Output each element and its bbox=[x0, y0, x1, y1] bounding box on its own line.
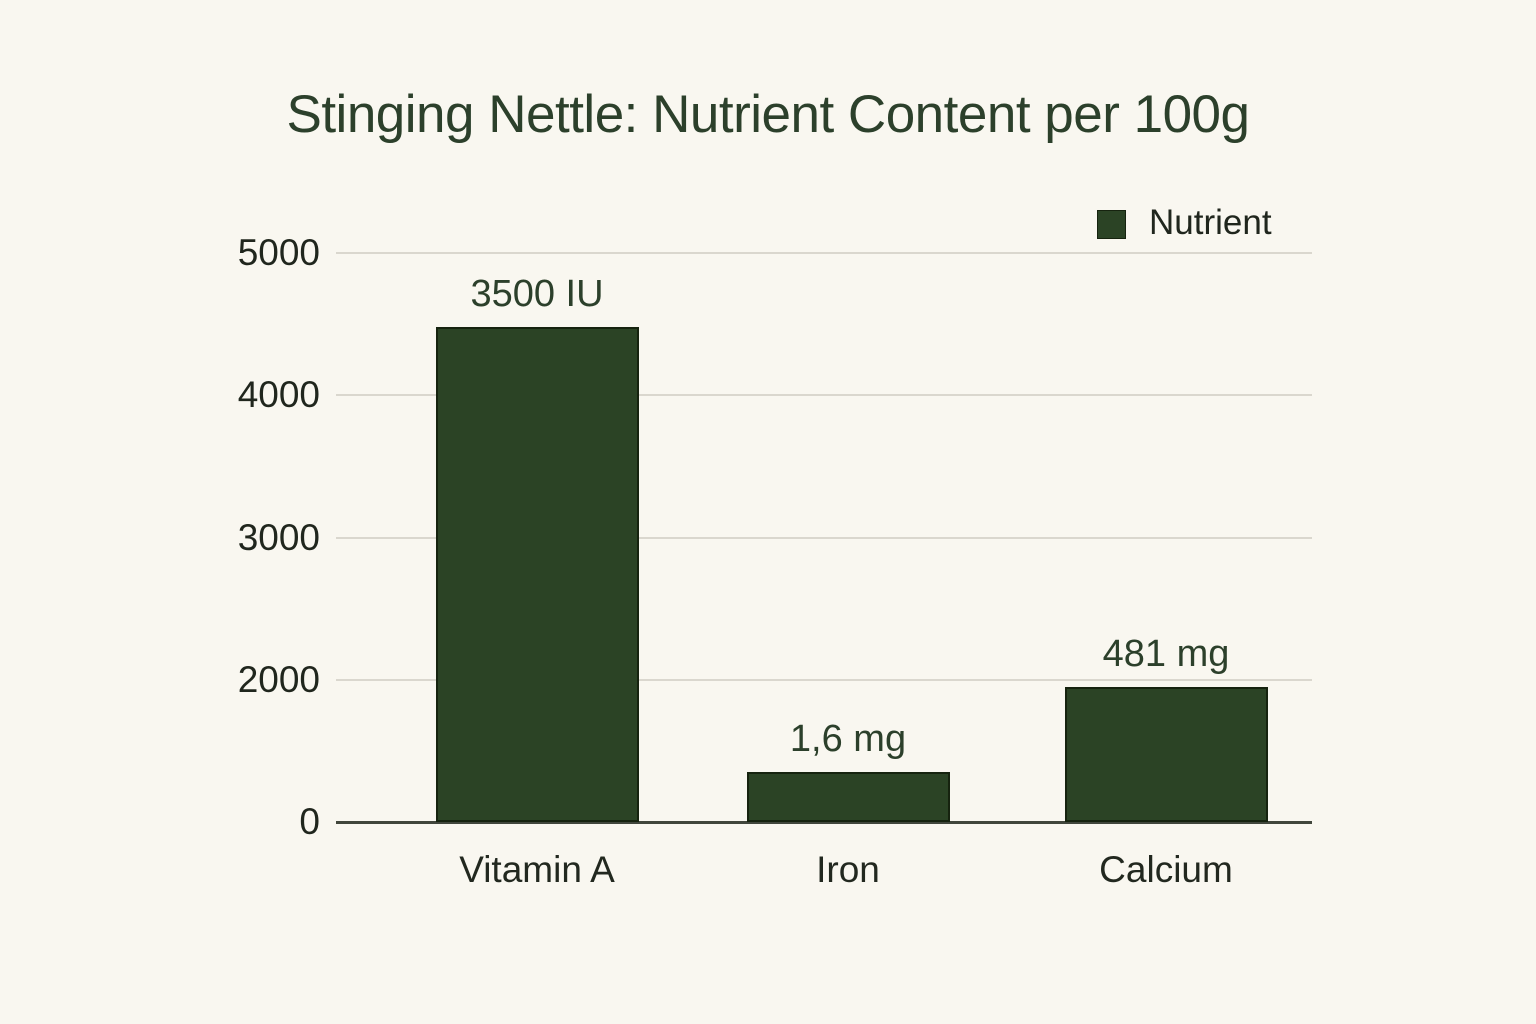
value-label: 481 mg bbox=[1102, 633, 1230, 676]
bar-calcium bbox=[1064, 687, 1268, 822]
legend-label: Nutrient bbox=[1149, 203, 1272, 242]
x-axis-category-label: Calcium bbox=[1099, 849, 1233, 890]
y-tick-label: 5000 bbox=[237, 232, 320, 273]
y-tick-label: 3000 bbox=[237, 516, 320, 558]
value-label: 1,6 mg bbox=[789, 717, 907, 760]
y-tick-label: 2000 bbox=[237, 658, 320, 700]
gridline bbox=[336, 536, 1312, 539]
legend-swatch-icon bbox=[1097, 209, 1126, 239]
y-tick-label: 0 bbox=[299, 801, 320, 842]
gridline bbox=[336, 394, 1312, 397]
y-tick-label: 4000 bbox=[237, 374, 320, 416]
x-axis-category-label: Vitamin A bbox=[459, 849, 615, 890]
bar-iron bbox=[746, 771, 950, 822]
value-label: 3500 IU bbox=[470, 272, 604, 315]
chart-title: Stinging Nettle: Nutrient Content per 10… bbox=[286, 85, 1250, 144]
gridline bbox=[336, 252, 1312, 254]
legend: Nutrient bbox=[1097, 205, 1272, 243]
bar-vitamin-a bbox=[435, 326, 639, 822]
x-axis-category-label: Iron bbox=[816, 849, 880, 890]
x-axis-line bbox=[336, 820, 1312, 824]
gridline bbox=[336, 678, 1312, 681]
